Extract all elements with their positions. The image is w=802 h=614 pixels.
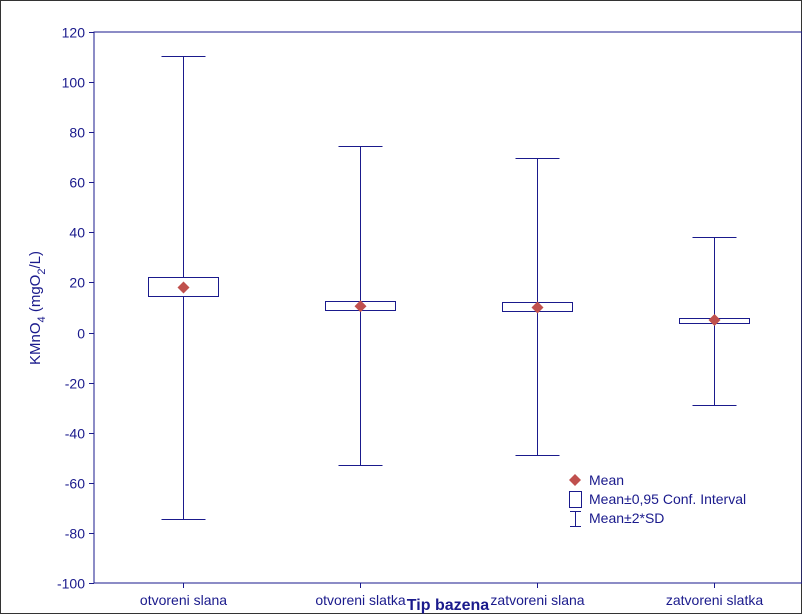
legend-item-sd: Mean±2*SD xyxy=(570,510,664,527)
y-axis-title-end: /L) xyxy=(27,251,44,269)
legend-mean-marker-icon xyxy=(569,474,581,486)
y-axis-title-sub2: 2 xyxy=(36,269,48,275)
legend-label-sd: Mean±2*SD xyxy=(589,510,664,526)
y-axis-title-sub1: 4 xyxy=(36,316,48,322)
y-axis: -100 -80 -60 -40 -20 0 20 40 60 80 100 120 xyxy=(57,25,94,592)
plot-area xyxy=(93,31,802,584)
x-tick-label: zatvoreni slana xyxy=(490,592,584,608)
y-tick-label: 80 xyxy=(69,125,85,141)
y-tick-label: 60 xyxy=(69,175,85,191)
category-group xyxy=(502,158,573,456)
y-tick-label: -60 xyxy=(65,476,85,492)
legend-item-mean: Mean xyxy=(569,472,624,488)
category-group xyxy=(679,237,750,406)
mean-marker xyxy=(354,300,367,313)
y-tick-label: -100 xyxy=(57,576,85,592)
legend-ci-box-icon xyxy=(569,491,582,508)
y-tick-label: -20 xyxy=(65,376,85,392)
y-tick-label: 40 xyxy=(69,225,85,241)
y-tick-label: -80 xyxy=(65,526,85,542)
x-axis-title: Tip bazena xyxy=(407,597,489,614)
legend-label-ci: Mean±0,95 Conf. Interval xyxy=(589,491,746,507)
y-tick-label: 20 xyxy=(69,275,85,291)
y-tick-label: 0 xyxy=(77,326,85,342)
y-tick-label: 120 xyxy=(62,25,86,41)
mean-marker xyxy=(531,301,544,314)
y-axis-title: KMnO4 (mgO2/L) xyxy=(27,251,48,365)
mean-marker xyxy=(177,281,190,294)
y-tick-label: -40 xyxy=(65,426,85,442)
x-tick-label: zatvoreni slatka xyxy=(666,592,763,608)
x-tick-label: otvoreni slatka xyxy=(315,592,405,608)
legend: Mean Mean±0,95 Conf. Interval Mean±2*SD xyxy=(569,472,746,527)
plot-marks xyxy=(148,56,750,520)
x-axis: otvoreni slana otvoreni slatka zatvoreni s… xyxy=(140,583,763,608)
category-group xyxy=(148,56,219,520)
y-axis-title-main: KMnO xyxy=(27,322,44,365)
legend-item-ci: Mean±0,95 Conf. Interval xyxy=(569,491,746,508)
category-group xyxy=(325,146,396,466)
x-tick-label: otvoreni slana xyxy=(140,592,227,608)
mean-marker xyxy=(708,314,721,327)
legend-label-mean: Mean xyxy=(589,472,624,488)
y-axis-title-mid: (mgO xyxy=(27,275,44,317)
y-tick-label: 100 xyxy=(62,75,86,91)
